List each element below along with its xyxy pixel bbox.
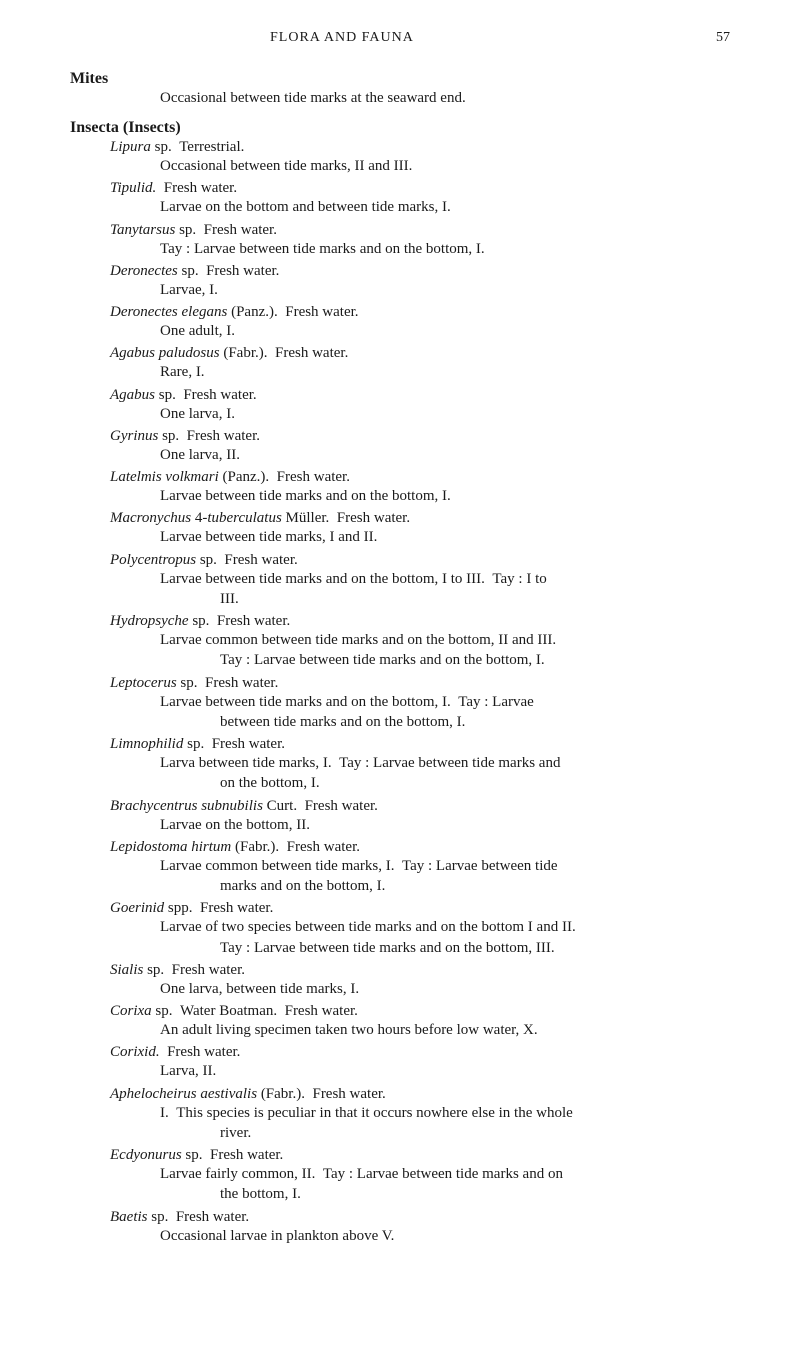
entry-detail: Rare, I. (160, 362, 740, 382)
entry-detail: Larvae between tide marks and on the bot… (160, 486, 740, 506)
species-entry: Limnophilid sp. Fresh water.Larva betwee… (70, 736, 740, 794)
entry-detail: Larvae, I. (160, 280, 740, 300)
species-entry: Brachycentrus subnubilis Curt. Fresh wat… (70, 798, 740, 835)
entry-title: Tanytarsus sp. Fresh water. (110, 222, 740, 239)
species-entry: Lipura sp. Terrestrial.Occasional betwee… (70, 139, 740, 176)
species-entry: Macronychus 4-tuberculatus Müller. Fresh… (70, 510, 740, 547)
entry-detail: Tay : Larvae between tide marks and on t… (160, 650, 740, 670)
entry-detail: Occasional larvae in plankton above V. (160, 1226, 740, 1246)
species-entry: Polycentropus sp. Fresh water.Larvae bet… (70, 552, 740, 610)
species-entry: Goerinid spp. Fresh water.Larvae of two … (70, 900, 740, 958)
entry-title: Sialis sp. Fresh water. (110, 962, 740, 979)
species-entry: Latelmis volkmari (Panz.). Fresh water.L… (70, 469, 740, 506)
entry-detail: Larvae between tide marks and on the bot… (160, 692, 740, 712)
species-entry: Gyrinus sp. Fresh water.One larva, II. (70, 428, 740, 465)
entry-title: Goerinid spp. Fresh water. (110, 900, 740, 917)
entry-title: Leptocerus sp. Fresh water. (110, 675, 740, 692)
entry-detail: One larva, I. (160, 404, 740, 424)
entry-detail: Larvae on the bottom and between tide ma… (160, 197, 740, 217)
species-entry: Baetis sp. Fresh water.Occasional larvae… (70, 1209, 740, 1246)
entry-title: Deronectes elegans (Panz.). Fresh water. (110, 304, 740, 321)
entry-detail: Occasional between tide marks, II and II… (160, 156, 740, 176)
section-note: Occasional between tide marks at the sea… (160, 90, 740, 107)
entry-title: Tipulid. Fresh water. (110, 180, 740, 197)
species-entry: Tipulid. Fresh water.Larvae on the botto… (70, 180, 740, 217)
entry-detail: One larva, II. (160, 445, 740, 465)
header-page-number: 57 (716, 30, 730, 46)
entry-detail: Larva between tide marks, I. Tay : Larva… (160, 753, 740, 773)
section-heading: Insecta (Insects) (70, 119, 740, 137)
entry-detail: Larvae of two species between tide marks… (160, 917, 740, 937)
species-entry: Tanytarsus sp. Fresh water.Tay : Larvae … (70, 222, 740, 259)
entry-detail: Larvae common between tide marks, I. Tay… (160, 856, 740, 876)
entry-detail: river. (160, 1123, 740, 1143)
entry-title: Ecdyonurus sp. Fresh water. (110, 1147, 740, 1164)
entry-detail: Larvae on the bottom, II. (160, 815, 740, 835)
content-body: Mites Occasional between tide marks at th… (70, 70, 740, 1246)
header-title: FLORA AND FAUNA (270, 30, 414, 46)
entry-title: Macronychus 4-tuberculatus Müller. Fresh… (110, 510, 740, 527)
species-entry: Sialis sp. Fresh water.One larva, betwee… (70, 962, 740, 999)
entry-detail: Tay : Larvae between tide marks and on t… (160, 239, 740, 259)
entry-detail: I. This species is peculiar in that it o… (160, 1103, 740, 1123)
entry-detail: Larva, II. (160, 1061, 740, 1081)
entry-title: Limnophilid sp. Fresh water. (110, 736, 740, 753)
species-entry: Agabus paludosus (Fabr.). Fresh water.Ra… (70, 345, 740, 382)
entry-title: Aphelocheirus aestivalis (Fabr.). Fresh … (110, 1086, 740, 1103)
entry-detail: on the bottom, I. (160, 773, 740, 793)
entry-title: Corixa sp. Water Boatman. Fresh water. (110, 1003, 740, 1020)
species-entry: Deronectes sp. Fresh water.Larvae, I. (70, 263, 740, 300)
entry-title: Hydropsyche sp. Fresh water. (110, 613, 740, 630)
entry-title: Lepidostoma hirtum (Fabr.). Fresh water. (110, 839, 740, 856)
entry-detail: Larvae common between tide marks and on … (160, 630, 740, 650)
entry-title: Agabus paludosus (Fabr.). Fresh water. (110, 345, 740, 362)
entry-title: Brachycentrus subnubilis Curt. Fresh wat… (110, 798, 740, 815)
entry-detail: One adult, I. (160, 321, 740, 341)
species-entry: Leptocerus sp. Fresh water.Larvae betwee… (70, 675, 740, 733)
species-entry: Agabus sp. Fresh water.One larva, I. (70, 387, 740, 424)
section-heading: Mites (70, 70, 740, 88)
entry-detail: the bottom, I. (160, 1184, 740, 1204)
entry-detail: Larvae between tide marks, I and II. (160, 527, 740, 547)
page-container: FLORA AND FAUNA 57 Mites Occasional betwe… (0, 0, 800, 1290)
entry-detail: One larva, between tide marks, I. (160, 979, 740, 999)
species-entry: Lepidostoma hirtum (Fabr.). Fresh water.… (70, 839, 740, 897)
entry-title: Polycentropus sp. Fresh water. (110, 552, 740, 569)
entry-detail: Larvae between tide marks and on the bot… (160, 569, 740, 589)
running-header: FLORA AND FAUNA 57 (70, 30, 740, 46)
entry-detail: between tide marks and on the bottom, I. (160, 712, 740, 732)
species-entry: Deronectes elegans (Panz.). Fresh water.… (70, 304, 740, 341)
species-entry: Ecdyonurus sp. Fresh water.Larvae fairly… (70, 1147, 740, 1205)
entry-detail: marks and on the bottom, I. (160, 876, 740, 896)
species-entry: Corixid. Fresh water.Larva, II. (70, 1044, 740, 1081)
entry-title: Corixid. Fresh water. (110, 1044, 740, 1061)
species-entry: Aphelocheirus aestivalis (Fabr.). Fresh … (70, 1086, 740, 1144)
entry-title: Baetis sp. Fresh water. (110, 1209, 740, 1226)
entry-detail: Tay : Larvae between tide marks and on t… (160, 938, 740, 958)
entry-title: Latelmis volkmari (Panz.). Fresh water. (110, 469, 740, 486)
entry-title: Gyrinus sp. Fresh water. (110, 428, 740, 445)
entry-detail: III. (160, 589, 740, 609)
entry-title: Agabus sp. Fresh water. (110, 387, 740, 404)
entry-detail: An adult living specimen taken two hours… (160, 1020, 740, 1040)
species-entry: Corixa sp. Water Boatman. Fresh water.An… (70, 1003, 740, 1040)
entry-detail: Larvae fairly common, II. Tay : Larvae b… (160, 1164, 740, 1184)
species-entry: Hydropsyche sp. Fresh water.Larvae commo… (70, 613, 740, 671)
entry-title: Lipura sp. Terrestrial. (110, 139, 740, 156)
entry-title: Deronectes sp. Fresh water. (110, 263, 740, 280)
